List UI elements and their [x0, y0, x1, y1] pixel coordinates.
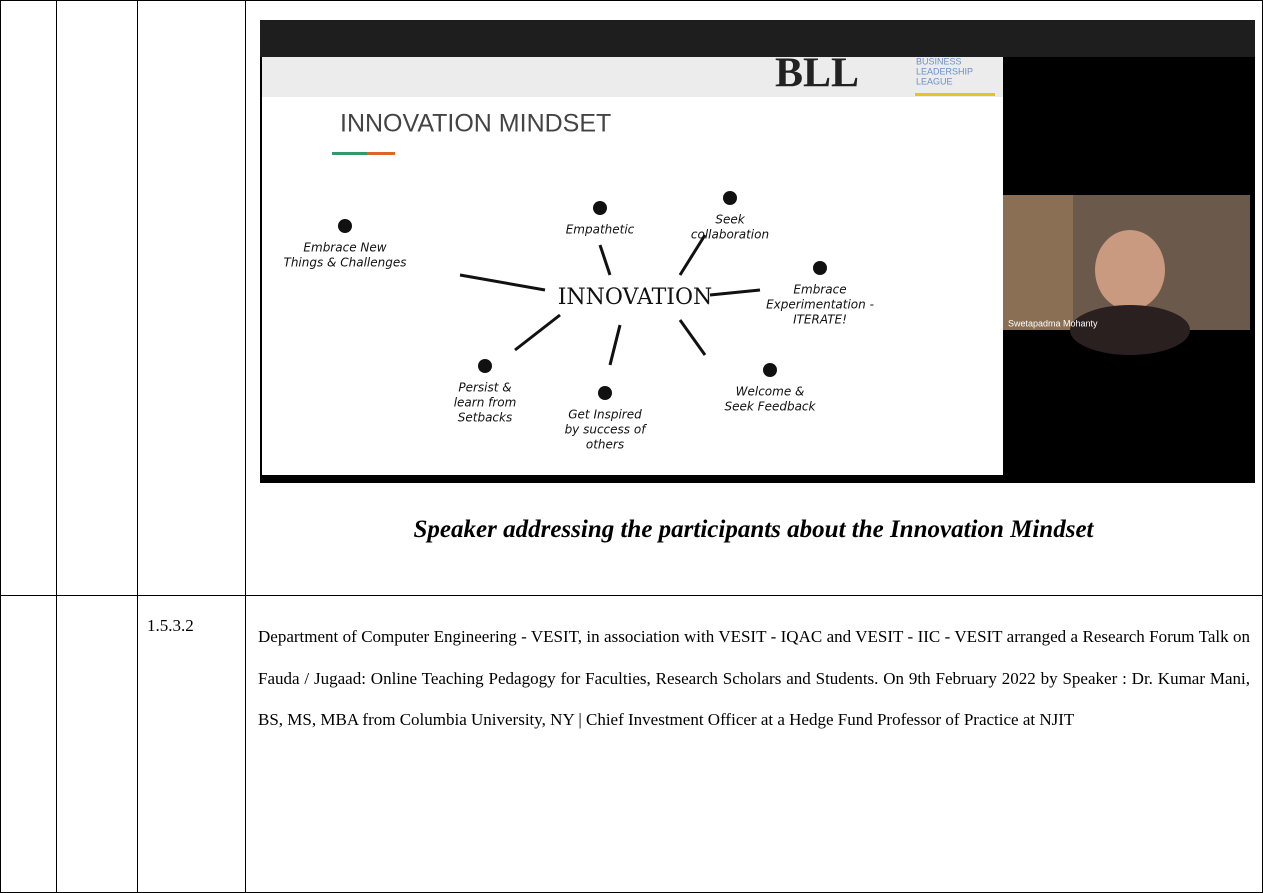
caption: Speaker addressing the participants abou… — [413, 516, 1094, 543]
border — [0, 0, 1, 893]
mindset-item: others — [586, 438, 624, 452]
logo-subtext: LEAGUE — [916, 76, 953, 86]
mindset-item: Seek Feedback — [725, 400, 817, 414]
border — [245, 0, 246, 893]
accent — [332, 152, 367, 155]
border — [137, 0, 138, 893]
slide — [262, 57, 1003, 475]
mindset-item: by success of — [565, 423, 648, 437]
icon — [598, 386, 612, 400]
mindset-item: Get Inspired — [568, 408, 642, 422]
icon — [593, 201, 607, 215]
icon — [763, 363, 777, 377]
mindset-item: Empathetic — [566, 223, 635, 237]
icon — [723, 191, 737, 205]
mindset-item: Welcome & — [736, 385, 805, 399]
item-number: 1.5.3.2 — [147, 616, 194, 635]
shelf — [1003, 195, 1073, 330]
logo-subtext: LEADERSHIP — [916, 66, 973, 76]
mindset-item: Persist & — [458, 381, 511, 395]
icon — [338, 219, 352, 233]
mindset-item: ITERATE! — [793, 313, 847, 327]
mindset-item: Embrace — [793, 283, 846, 297]
mindset-item: Embrace New — [303, 241, 386, 255]
face — [1095, 230, 1165, 310]
mindset-item: collaboration — [691, 228, 769, 242]
connectors — [459, 234, 761, 366]
accent — [367, 152, 395, 155]
body — [1070, 305, 1190, 355]
icon — [478, 359, 492, 373]
logo-subtext: BUSINESS — [916, 56, 962, 66]
logo-line — [915, 93, 995, 96]
mindset-item: Experimentation - — [766, 298, 874, 312]
slide-title: INNOVATION MINDSET — [340, 110, 611, 138]
border — [56, 0, 57, 893]
logo: BLL — [775, 51, 859, 97]
icon — [813, 261, 827, 275]
description: Department of Computer Engineering - VES… — [258, 627, 1250, 730]
top-bar — [260, 20, 1255, 57]
slide-header — [262, 57, 1003, 97]
border — [0, 0, 1263, 1]
participant-name: Swetapadma Mohanty — [1008, 318, 1098, 328]
mindset-item: learn from — [454, 396, 517, 410]
center-word: INNOVATION — [558, 285, 713, 310]
border — [0, 595, 1263, 596]
mindset-item: Things & Challenges — [284, 256, 407, 270]
mindset-item: Seek — [715, 213, 745, 227]
mindset-item: Setbacks — [458, 411, 512, 425]
